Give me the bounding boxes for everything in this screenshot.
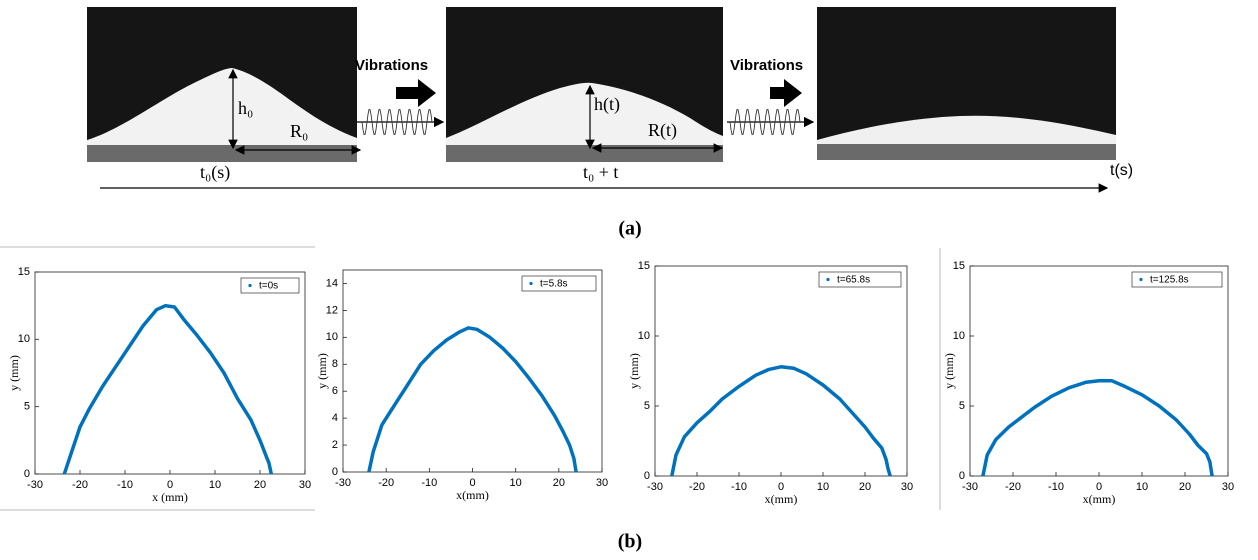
x-tick-label: 0: [1096, 481, 1102, 493]
h0-label: h₀: [238, 98, 253, 118]
y-axis-label: y (mm): [942, 353, 956, 389]
x-tick-label: -20: [1005, 481, 1021, 493]
vibrations-label: Vibrations: [730, 57, 803, 74]
x-tick-label: 10: [510, 477, 522, 489]
legend-label: t=65.8s: [837, 275, 870, 286]
rt-label: R(t): [648, 120, 677, 141]
vibration-coil: [361, 109, 433, 135]
x-tick-label: -10: [117, 479, 133, 491]
legend-marker: [248, 283, 252, 288]
x-tick-label: 10: [817, 481, 829, 493]
y-tick-label: 4: [332, 412, 338, 424]
x-tick-label: -30: [27, 479, 43, 491]
y-axis-label: y (mm): [315, 353, 329, 389]
y-tick-label: 12: [326, 304, 338, 316]
y-axis-label: y (mm): [627, 353, 641, 389]
legend-box: [521, 275, 597, 292]
x-tick-label: -20: [378, 477, 394, 489]
y-tick-label: 0: [959, 470, 965, 482]
legend-box: [240, 277, 300, 294]
vibrations-label: Vibrations: [355, 57, 428, 74]
y-tick-label: 10: [18, 333, 30, 345]
legend-marker: [826, 277, 830, 282]
y-tick-label: 14: [326, 277, 338, 289]
x-tick-label: -20: [72, 479, 88, 491]
ht-label: h(t): [594, 94, 620, 115]
t0-plus-t-label: t₀ + t: [583, 162, 618, 182]
x-tick-label: 0: [167, 479, 173, 491]
vibration-coil: [729, 109, 801, 135]
x-tick-label: 20: [859, 481, 871, 493]
x-tick-label: 20: [1179, 481, 1191, 493]
x-tick-label: -10: [1048, 481, 1064, 493]
x-tick-label: 20: [553, 477, 565, 489]
droplet-photo: [446, 7, 723, 162]
data-line: [981, 379, 1214, 477]
y-tick-label: 0: [24, 468, 30, 480]
r0-label: R₀: [290, 121, 308, 141]
legend-marker: [529, 281, 533, 286]
plot-frame: [654, 265, 908, 477]
caption: (a): [618, 218, 641, 240]
caption: (b): [618, 531, 642, 553]
x-axis-label: x(mm): [456, 488, 489, 502]
y-tick-label: 10: [638, 330, 650, 342]
x-tick-label: -30: [962, 481, 978, 493]
block-arrow: [770, 79, 802, 107]
x-tick-label: 30: [596, 477, 608, 489]
y-tick-label: 2: [332, 439, 338, 451]
y-tick-label: 6: [332, 385, 338, 397]
y-tick-label: 5: [24, 401, 30, 413]
y-axis-label: y (mm): [7, 355, 21, 391]
y-tick-label: 0: [644, 470, 650, 482]
x-tick-label: -10: [731, 481, 747, 493]
x-tick-label: -10: [421, 477, 437, 489]
y-tick-label: 5: [644, 400, 650, 412]
x-tick-label: 0: [469, 477, 475, 489]
x-tick-label: -20: [689, 481, 705, 493]
plot-frame: [969, 265, 1229, 477]
x-axis-label: x (mm): [152, 490, 188, 504]
droplet-photo: [87, 7, 357, 162]
x-axis-label: x(mm): [1083, 492, 1116, 506]
x-tick-label: -30: [335, 477, 351, 489]
x-tick-label: 10: [1136, 481, 1148, 493]
data-line: [62, 303, 274, 475]
plot-frame: [342, 269, 603, 473]
x-tick-label: 30: [299, 479, 311, 491]
y-tick-label: 15: [638, 260, 650, 272]
y-tick-label: 15: [953, 260, 965, 272]
y-tick-label: 10: [953, 330, 965, 342]
t-axis-label: t(s): [1110, 162, 1133, 179]
t0-label: t₀(s): [200, 162, 230, 183]
data-line: [367, 326, 578, 473]
droplet-photo: [817, 7, 1116, 160]
data-line: [670, 365, 892, 477]
y-tick-label: 10: [326, 331, 338, 343]
x-axis-label: x(mm): [765, 492, 798, 506]
x-tick-label: -30: [647, 481, 663, 493]
legend-label: t=0s: [259, 281, 278, 292]
y-tick-label: 5: [959, 400, 965, 412]
x-tick-label: 30: [1222, 481, 1234, 493]
legend-label: t=125.8s: [1150, 275, 1189, 286]
x-tick-label: 30: [901, 481, 913, 493]
legend-marker: [1139, 277, 1143, 282]
legend-label: t=5.8s: [540, 279, 568, 290]
y-tick-label: 15: [18, 266, 30, 278]
y-tick-label: 0: [332, 466, 338, 478]
legend-box: [818, 271, 902, 288]
x-tick-label: 20: [254, 479, 266, 491]
x-tick-label: 10: [209, 479, 221, 491]
legend-box: [1131, 271, 1223, 288]
block-arrow: [396, 79, 436, 107]
x-tick-label: 0: [778, 481, 784, 493]
y-tick-label: 8: [332, 358, 338, 370]
